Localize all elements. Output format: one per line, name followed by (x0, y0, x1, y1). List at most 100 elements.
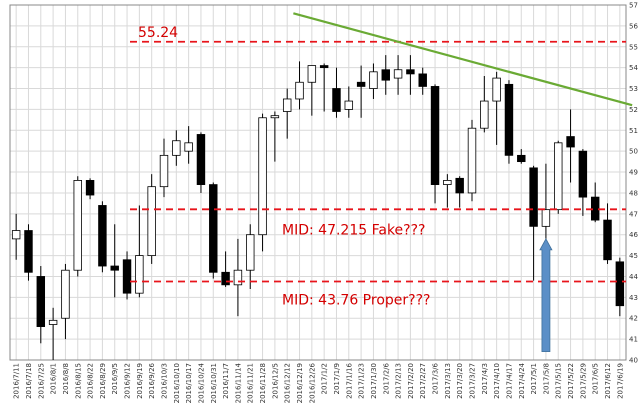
candle-bull (184, 142, 193, 152)
x-axis: 2016/7/11 2016/7/18 2016/7/25 2016/8/1 2016/… (13, 362, 625, 403)
y-tick-label: 43 (629, 294, 638, 302)
x-tick-label: 2017/3/27 (469, 363, 477, 399)
candle-bull (147, 186, 156, 256)
x-tick-label: 2016/8/22 (87, 363, 95, 399)
x-tick-label: 2016/12/19 (296, 363, 304, 403)
candle-bull (467, 127, 477, 194)
candle-bear (455, 177, 464, 194)
candle-bull (282, 98, 292, 112)
y-tick-label: 41 (629, 336, 638, 344)
candle-bull (11, 230, 21, 240)
candle-bull (480, 100, 489, 129)
x-tick-label: 2016/8/15 (74, 363, 82, 399)
x-tick-label: 2017/2/27 (419, 363, 427, 399)
x-tick-label: 2016/7/11 (13, 363, 21, 399)
y-tick-label: 52 (629, 106, 638, 114)
x-tick-label: 2017/6/19 (616, 363, 624, 399)
x-tick-label: 2016/11/7 (222, 363, 230, 399)
y-tick-label: 57 (629, 2, 638, 10)
x-tick-label: 2017/3/13 (444, 363, 452, 399)
x-tick-label: 2017/2/13 (395, 363, 403, 399)
grid (9, 4, 627, 361)
candle-bear (332, 88, 341, 112)
x-tick-label: 2017/4/24 (518, 362, 526, 398)
y-tick-label: 51 (629, 127, 638, 135)
x-tick-label: 2016/12/5 (271, 363, 279, 399)
candle-bear (24, 230, 33, 273)
x-tick-label: 2016/9/5 (111, 363, 119, 394)
candle-bear (406, 69, 415, 75)
x-tick-label: 2016/8/29 (99, 363, 107, 399)
candle-bull (344, 100, 354, 110)
candle-bear (418, 73, 427, 87)
x-tick-label: 2017/1/2 (321, 363, 329, 394)
y-tick-label: 55 (629, 43, 638, 51)
x-tick-label: 2017/3/6 (432, 362, 440, 394)
candle-bull (295, 81, 304, 100)
x-tick-label: 2016/10/10 (173, 363, 181, 403)
x-tick-label: 2016/7/25 (37, 363, 45, 399)
candle-bear (356, 81, 366, 87)
x-tick-label: 2016/9/12 (124, 363, 132, 399)
candle-bull (443, 180, 452, 185)
y-tick-label: 50 (629, 148, 638, 156)
x-tick-label: 2017/5/8 (542, 363, 550, 394)
candle-bear (529, 167, 538, 227)
candle-bear (196, 134, 206, 185)
candle-bull (307, 65, 317, 83)
candle-bull (73, 180, 82, 271)
x-tick-label: 2017/1/9 (333, 363, 341, 394)
x-tick-label: 2017/4/10 (493, 363, 501, 399)
candle-bear (85, 180, 95, 196)
candle-bull (258, 117, 267, 236)
candle-bear (504, 83, 514, 156)
trend-line (293, 12, 633, 107)
x-tick-label: 2017/1/23 (358, 363, 366, 399)
x-tick-label: 2016/11/14 (234, 362, 242, 403)
x-tick-label: 2016/11/21 (247, 363, 255, 403)
candle-bull (172, 140, 181, 156)
candle-bear (615, 261, 625, 307)
x-tick-label: 2016/7/18 (25, 363, 33, 399)
candle-bear (122, 259, 132, 294)
y-tick-label: 42 (629, 315, 638, 323)
x-tick-label: 2017/2/20 (407, 363, 415, 399)
y-tick-label: 47 (629, 210, 638, 218)
x-tick-label: 2017/4/3 (481, 363, 489, 394)
x-tick-label: 2017/1/16 (345, 362, 353, 398)
candle-bull (541, 209, 551, 227)
y-axis: 40 41 42 43 44 45 46 47 48 49 50 51 52 53 54 55 56 57 (629, 2, 638, 365)
candle-bull (369, 71, 378, 89)
y-tick-label: 54 (629, 64, 638, 72)
y-tick-label: 56 (629, 22, 638, 30)
x-tick-label: 2016/9/26 (148, 362, 156, 398)
candle-bull (135, 255, 144, 294)
plot-frame (9, 4, 627, 361)
level-label: 55.24 (138, 25, 178, 41)
candle-bear (603, 219, 612, 261)
candle-bear (110, 265, 119, 271)
level-label: MID: 43.76 Proper??? (282, 292, 430, 308)
y-tick-label: 53 (629, 85, 638, 93)
candle-bull (159, 154, 169, 188)
candle-bear (566, 136, 575, 148)
y-tick-label: 40 (629, 357, 638, 365)
candle-bear (381, 69, 390, 81)
y-tick-label: 46 (629, 231, 638, 239)
candle-group (11, 55, 625, 360)
candle-bull (393, 69, 403, 79)
x-tick-label: 2016/8/1 (50, 363, 58, 394)
x-tick-label: 2016/11/28 (259, 363, 267, 403)
x-tick-label: 2017/3/20 (456, 363, 464, 399)
candle-bear (36, 276, 46, 327)
candle-bear (221, 271, 230, 286)
candle-bull (492, 77, 501, 102)
y-tick-label: 45 (629, 252, 638, 260)
x-tick-label: 2017/2/6 (382, 362, 390, 394)
x-tick-label: 2017/1/30 (370, 363, 378, 399)
x-tick-label: 2016/12/12 (284, 363, 292, 403)
x-tick-label: 2016/10/17 (185, 363, 193, 403)
x-tick-label: 2017/5/1 (530, 363, 538, 394)
y-tick-label: 49 (629, 169, 638, 177)
